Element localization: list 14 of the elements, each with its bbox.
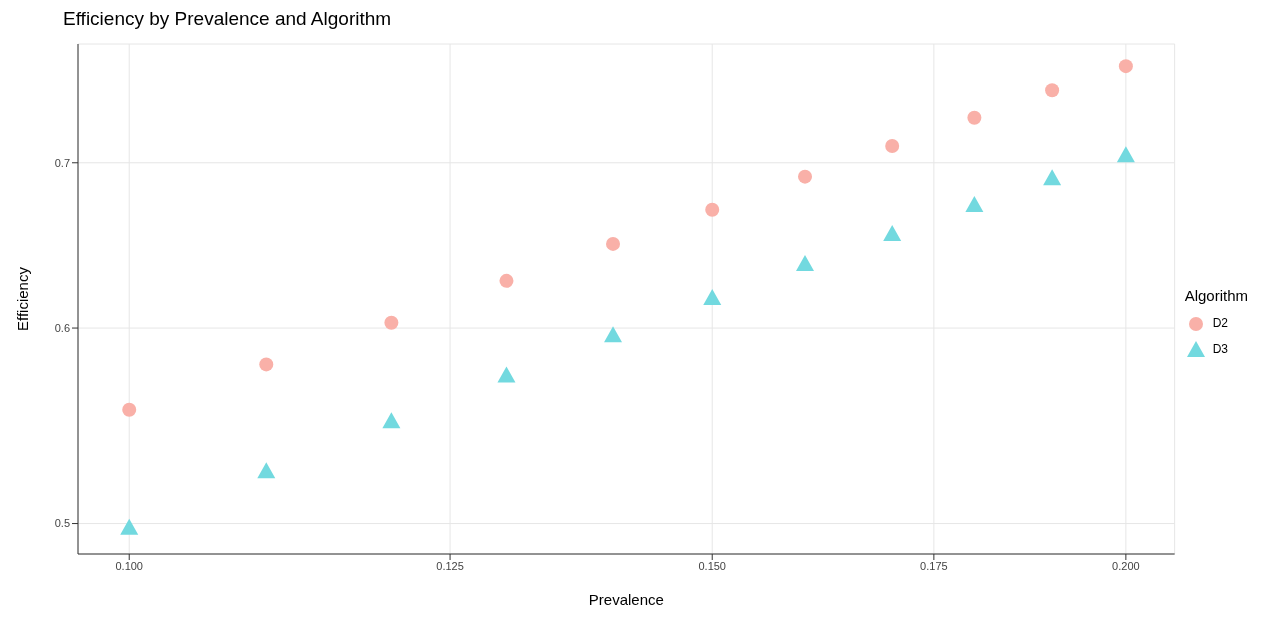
legend-title: Algorithm <box>1184 286 1248 304</box>
x-tick-label: 0.100 <box>115 559 143 572</box>
x-tick-label: 0.200 <box>1112 559 1140 572</box>
legend-label: D2 <box>1212 315 1228 330</box>
legend-label: D3 <box>1212 341 1228 356</box>
x-tick-label: 0.125 <box>436 559 464 572</box>
x-tick-label: 0.150 <box>698 559 726 572</box>
y-tick-label: 0.7 <box>54 156 70 169</box>
chart-title: Efficiency by Prevalence and Algorithm <box>63 8 393 31</box>
y-axis-title: Efficiency <box>14 266 32 331</box>
y-tick-label: 0.6 <box>54 321 70 334</box>
y-tick-label: 0.5 <box>54 517 70 530</box>
x-axis-title: Prevalence <box>588 590 664 608</box>
x-tick-label: 0.175 <box>920 559 948 572</box>
